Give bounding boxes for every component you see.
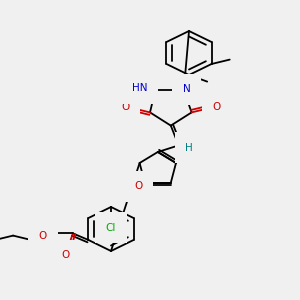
Text: O: O	[121, 102, 129, 112]
Text: O: O	[61, 250, 69, 260]
Text: O: O	[39, 231, 47, 241]
Text: O: O	[134, 181, 142, 191]
Text: HN: HN	[132, 83, 147, 93]
Text: H: H	[185, 142, 193, 153]
Text: Cl: Cl	[106, 223, 116, 233]
Text: O: O	[212, 102, 220, 112]
Text: N: N	[182, 84, 190, 94]
